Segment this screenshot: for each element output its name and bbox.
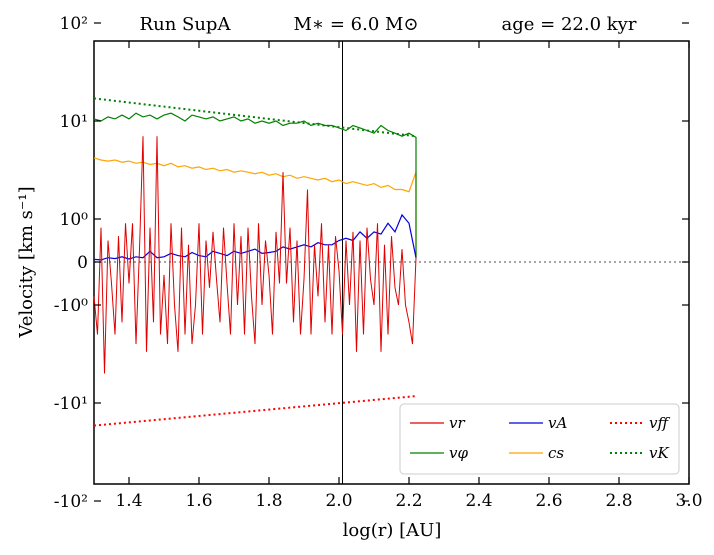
y-tick-label: 10¹	[60, 112, 88, 132]
series-line-v-A	[93, 213, 417, 261]
y-tick-label: 10⁰	[60, 210, 89, 230]
x-axis-title: log(r) [AU]	[343, 520, 442, 541]
x-tick-label: 1.6	[185, 491, 212, 511]
title-age: age = 22.0 kyr	[502, 14, 637, 35]
legend-label-c-s: cs	[548, 444, 564, 462]
y-tick-label: -10²	[54, 492, 88, 512]
series-line-v-K	[93, 97, 417, 138]
legend: vr vA vff vφ cs vK	[399, 403, 680, 475]
legend-label-v-A: vA	[548, 414, 567, 432]
y-tick-label: -10¹	[54, 394, 88, 414]
x-tick-label: 2.4	[465, 491, 492, 511]
legend-label-v-ff: vff	[649, 414, 670, 432]
x-tick-label: 1.8	[255, 491, 282, 511]
x-tick-label: 2.2	[395, 491, 422, 511]
x-tick-label: 2.6	[535, 491, 562, 511]
series-line-c-s	[93, 157, 417, 258]
series-line-v-r	[93, 136, 417, 374]
legend-label-v-phi: vφ	[449, 444, 468, 462]
legend-label-v-r: vr	[449, 414, 465, 432]
title-mass: M∗ = 6.0 M⊙	[293, 14, 418, 35]
y-axis-ticks: 10² 10¹ 10⁰ 0 -10⁰ -10¹ -10²	[54, 14, 689, 512]
x-axis-ticks: 1.4 1.6 1.8 2.0 2.2 2.4 2.6 2.8 3.0	[115, 41, 703, 511]
x-tick-label: 2.8	[605, 491, 632, 511]
y-axis-title: Velocity [km s⁻¹]	[16, 186, 37, 338]
x-tick-label: 1.4	[115, 491, 142, 511]
x-tick-label: 2.0	[325, 491, 352, 511]
y-tick-label: 10²	[60, 14, 88, 34]
y-tick-label: 0	[77, 253, 88, 273]
legend-label-v-K: vK	[649, 444, 669, 462]
series-line-v-phi	[93, 112, 417, 258]
series-line-v-ff	[93, 395, 417, 427]
title-run: Run SupA	[140, 14, 232, 35]
legend-box	[399, 403, 680, 475]
y-tick-label: -10⁰	[54, 296, 88, 316]
